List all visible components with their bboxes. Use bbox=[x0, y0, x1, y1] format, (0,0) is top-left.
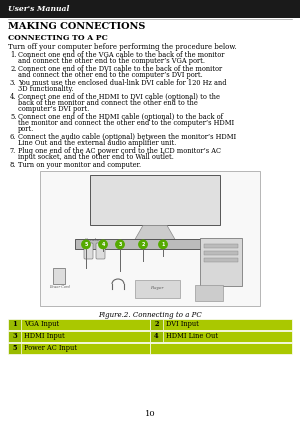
Text: and connect the other end to the computer’s VGA port.: and connect the other end to the compute… bbox=[18, 57, 205, 65]
Text: Turn on your monitor and computer.: Turn on your monitor and computer. bbox=[18, 161, 141, 169]
Text: DVI Input: DVI Input bbox=[166, 321, 199, 329]
Bar bbox=[8, 331, 21, 342]
Text: 6.: 6. bbox=[10, 133, 16, 141]
Bar bbox=[0, 0, 300, 18]
Bar bbox=[40, 171, 260, 306]
Text: 5: 5 bbox=[12, 344, 17, 352]
Bar bbox=[8, 331, 150, 342]
Text: and connect the other end to the computer’s DVI port.: and connect the other end to the compute… bbox=[18, 71, 203, 79]
Text: 4: 4 bbox=[154, 332, 159, 340]
Bar bbox=[75, 240, 230, 249]
Text: Power Cord: Power Cord bbox=[49, 285, 69, 289]
Bar bbox=[204, 251, 238, 255]
Text: 1: 1 bbox=[161, 242, 165, 247]
Text: Speakers: Speakers bbox=[85, 238, 105, 242]
Bar bbox=[8, 343, 150, 354]
Text: the monitor and connect the other end to the computer’s HDMI: the monitor and connect the other end to… bbox=[18, 119, 234, 127]
Text: Turn off your computer before performing the procedure below.: Turn off your computer before performing… bbox=[8, 43, 237, 51]
Polygon shape bbox=[135, 226, 175, 240]
Text: HDMI Line Out: HDMI Line Out bbox=[166, 332, 218, 340]
Text: 1.: 1. bbox=[10, 51, 16, 59]
Bar bbox=[150, 343, 292, 354]
Text: 3.: 3. bbox=[10, 79, 16, 87]
FancyBboxPatch shape bbox=[84, 243, 93, 259]
Text: 2.: 2. bbox=[10, 65, 16, 73]
Text: port.: port. bbox=[18, 125, 34, 133]
Circle shape bbox=[139, 240, 147, 248]
Text: CONNECTING TO A PC: CONNECTING TO A PC bbox=[8, 34, 108, 42]
Text: 2: 2 bbox=[154, 321, 159, 329]
Text: 10: 10 bbox=[145, 410, 155, 418]
Text: MAKING CONNECTIONS: MAKING CONNECTIONS bbox=[8, 22, 145, 31]
Text: You must use the enclosed dual-link DVI cable for 120 Hz and: You must use the enclosed dual-link DVI … bbox=[18, 79, 227, 87]
Text: Line Out and the external audio amplifier unit.: Line Out and the external audio amplifie… bbox=[18, 139, 176, 147]
Bar bbox=[150, 331, 163, 342]
Bar bbox=[53, 268, 65, 284]
Text: Connect one end of the VGA cable to the back of the monitor: Connect one end of the VGA cable to the … bbox=[18, 51, 224, 59]
Circle shape bbox=[99, 240, 107, 248]
FancyBboxPatch shape bbox=[90, 176, 220, 226]
Text: 8.: 8. bbox=[10, 161, 16, 169]
Bar bbox=[204, 258, 238, 262]
Circle shape bbox=[116, 240, 124, 248]
Text: Connect the audio cable (optional) between the monitor’s HDMI: Connect the audio cable (optional) betwe… bbox=[18, 133, 236, 141]
Text: HDMI Input: HDMI Input bbox=[24, 332, 65, 340]
Text: 4.: 4. bbox=[10, 93, 16, 100]
Text: 2: 2 bbox=[141, 242, 145, 247]
Bar bbox=[204, 244, 238, 248]
Bar bbox=[150, 331, 292, 342]
Text: 5: 5 bbox=[84, 242, 88, 247]
Bar bbox=[8, 319, 150, 330]
Text: input socket, and the other end to Wall outlet.: input socket, and the other end to Wall … bbox=[18, 153, 174, 161]
Text: 3: 3 bbox=[118, 242, 122, 247]
Text: Plug one end of the AC power cord to the LCD monitor’s AC: Plug one end of the AC power cord to the… bbox=[18, 147, 221, 155]
Text: VGA Input: VGA Input bbox=[24, 321, 59, 329]
Text: Connect one end of the DVI cable to the back of the monitor: Connect one end of the DVI cable to the … bbox=[18, 65, 222, 73]
Text: Power AC Input: Power AC Input bbox=[24, 344, 77, 352]
Bar bbox=[150, 319, 163, 330]
Text: 3D functionality.: 3D functionality. bbox=[18, 85, 74, 93]
Text: 5.: 5. bbox=[10, 113, 16, 121]
Text: 7.: 7. bbox=[10, 147, 16, 155]
Text: back of the monitor and connect the other end to the: back of the monitor and connect the othe… bbox=[18, 99, 198, 107]
Text: 1: 1 bbox=[12, 321, 17, 329]
Text: User's Manual: User's Manual bbox=[8, 5, 69, 13]
FancyBboxPatch shape bbox=[96, 243, 105, 259]
Bar bbox=[195, 285, 223, 301]
Text: 3: 3 bbox=[12, 332, 17, 340]
Bar bbox=[8, 343, 21, 354]
Text: Figure.2. Connecting to a PC: Figure.2. Connecting to a PC bbox=[98, 311, 202, 319]
Bar bbox=[150, 319, 292, 330]
Circle shape bbox=[82, 240, 90, 248]
Text: 4: 4 bbox=[101, 242, 105, 247]
Bar bbox=[135, 280, 180, 298]
Bar bbox=[8, 319, 21, 330]
Text: Connect one end of the HDMI cable (optional) to the back of: Connect one end of the HDMI cable (optio… bbox=[18, 113, 223, 121]
Circle shape bbox=[159, 240, 167, 248]
Text: Player: Player bbox=[150, 286, 164, 290]
Bar bbox=[200, 238, 242, 286]
Text: Connect one end of the HDMI to DVI cable (optional) to the: Connect one end of the HDMI to DVI cable… bbox=[18, 93, 220, 100]
Text: computer’s DVI port.: computer’s DVI port. bbox=[18, 105, 89, 113]
